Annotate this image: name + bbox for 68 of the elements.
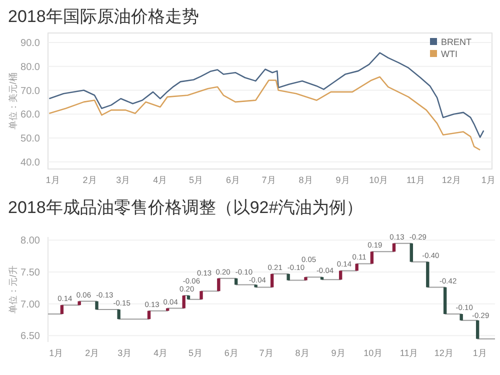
y-tick-label: 7.50 xyxy=(20,268,40,278)
y-tick-label: 6.50 xyxy=(20,331,40,342)
bar xyxy=(392,243,396,252)
x-tick-label: 5月 xyxy=(188,348,202,358)
bar xyxy=(338,270,342,280)
bar xyxy=(286,274,290,280)
x-tick-label: 6月 xyxy=(224,348,238,358)
y-tick-label: 70.0 xyxy=(20,86,40,97)
x-tick-label: 2月 xyxy=(82,175,97,185)
bar xyxy=(476,320,480,339)
x-tick-label: 5月 xyxy=(188,175,204,185)
line-series xyxy=(48,52,484,138)
x-tick-label: 11月 xyxy=(400,348,418,358)
chart-title: 2018年成品油零售价格调整（以92#汽油为例） xyxy=(8,198,364,217)
x-tick-label: 2月 xyxy=(85,348,100,358)
y-tick-label: 7.00 xyxy=(20,299,40,310)
y-tick-label: 80.0 xyxy=(20,62,40,73)
legend-label: BRENT xyxy=(441,37,472,47)
x-tick-label: 3月 xyxy=(116,175,130,185)
x-tick-label: 10月 xyxy=(364,348,383,358)
bar xyxy=(304,277,308,280)
bar xyxy=(147,310,151,320)
bar xyxy=(370,252,374,264)
bar xyxy=(166,308,170,311)
bar xyxy=(186,296,190,300)
x-tick-label: 1月 xyxy=(46,175,60,185)
x-tick-label: 4月 xyxy=(153,175,168,185)
bar xyxy=(254,284,258,288)
x-tick-label: 4月 xyxy=(154,348,168,358)
x-tick-label: 7月 xyxy=(262,175,276,185)
bar xyxy=(78,301,81,306)
bar xyxy=(182,296,186,308)
bar xyxy=(426,262,430,288)
bar xyxy=(443,287,447,314)
bar xyxy=(270,274,274,288)
x-tick-label: 10月 xyxy=(369,175,388,185)
bar xyxy=(217,278,220,292)
line-series xyxy=(48,76,481,151)
y-axis-title: 单位：美元/桶 xyxy=(8,72,18,130)
bar xyxy=(410,243,414,262)
x-tick-label: 9月 xyxy=(336,175,350,185)
x-tick-label: 12月 xyxy=(442,175,461,185)
legend-label: WTI xyxy=(441,49,458,59)
y-tick-label: 60.0 xyxy=(20,110,40,121)
bar xyxy=(60,305,64,314)
bar xyxy=(355,264,358,271)
x-tick-label: 6月 xyxy=(226,175,240,185)
y-tick-label: 50.0 xyxy=(20,133,40,144)
y-tick-label: 8.00 xyxy=(20,236,40,247)
x-tick-label: 1月 xyxy=(472,348,487,358)
bar xyxy=(320,277,324,280)
x-tick-label: 8月 xyxy=(295,348,310,358)
x-tick-label: 11月 xyxy=(406,175,425,185)
x-tick-label: 9月 xyxy=(331,348,346,358)
x-tick-label: 12月 xyxy=(434,348,454,358)
x-tick-label: 8月 xyxy=(298,175,313,185)
bar xyxy=(200,291,203,300)
x-tick-label: 3月 xyxy=(118,348,132,358)
x-tick-label: 1月 xyxy=(481,175,496,185)
bar xyxy=(460,314,463,320)
chart-title: 2018年国际原油价格走势 xyxy=(8,7,199,26)
y-tick-label: 40.0 xyxy=(20,157,40,168)
x-tick-label: 1月 xyxy=(49,348,64,358)
bar xyxy=(117,310,120,320)
y-axis-title: 单位：元/升 xyxy=(8,266,18,314)
y-tick-label: 90.0 xyxy=(20,38,40,50)
bar xyxy=(95,301,98,310)
x-tick-label: 7月 xyxy=(259,348,274,358)
